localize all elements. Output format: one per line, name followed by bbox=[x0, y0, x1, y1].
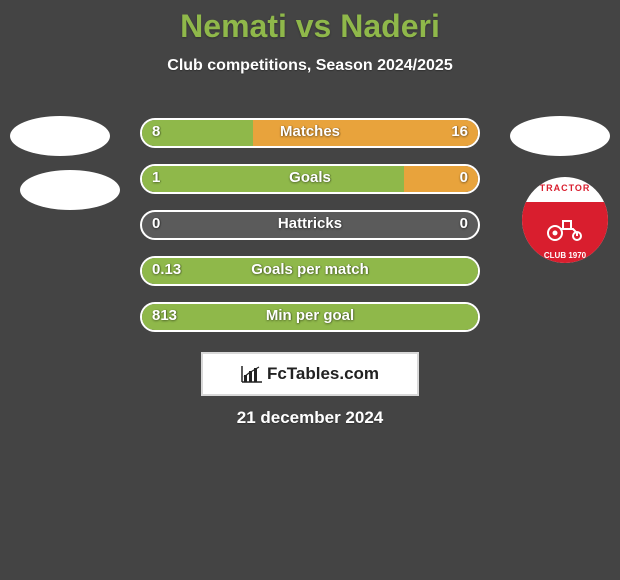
stat-row: Goals per match0.13 bbox=[0, 256, 620, 286]
stat-row: Matches8 16 bbox=[0, 118, 620, 148]
source-label: FcTables.com bbox=[267, 364, 379, 384]
stat-row: Min per goal813 bbox=[0, 302, 620, 332]
stat-value-left: 0.13 bbox=[152, 256, 181, 286]
stat-value-right: 16 bbox=[451, 118, 468, 148]
stat-row: Goals1 0 bbox=[0, 164, 620, 194]
stat-value-left: 1 bbox=[152, 164, 160, 194]
stats-area: Matches816Goals10Hattricks00Goals per ma… bbox=[0, 118, 620, 348]
date-label: 21 december 2024 bbox=[0, 408, 620, 428]
stat-name: Hattricks bbox=[140, 210, 480, 240]
stat-value-left: 813 bbox=[152, 302, 177, 332]
stat-row: Hattricks0 0 bbox=[0, 210, 620, 240]
source-attribution[interactable]: FcTables.com bbox=[201, 352, 419, 396]
stat-value-left: 8 bbox=[152, 118, 160, 148]
stat-value-right: 0 bbox=[460, 164, 468, 194]
comparison-widget: Nemati vs Naderi Club competitions, Seas… bbox=[0, 0, 620, 580]
stat-name: Goals per match bbox=[140, 256, 480, 286]
bar-chart-icon bbox=[241, 365, 263, 383]
stat-name: Matches bbox=[140, 118, 480, 148]
stat-name: Min per goal bbox=[140, 302, 480, 332]
subtitle: Club competitions, Season 2024/2025 bbox=[0, 57, 620, 75]
stat-name: Goals bbox=[140, 164, 480, 194]
page-title: Nemati vs Naderi bbox=[0, 0, 620, 45]
stat-value-left: 0 bbox=[152, 210, 160, 240]
stat-value-right: 0 bbox=[460, 210, 468, 240]
